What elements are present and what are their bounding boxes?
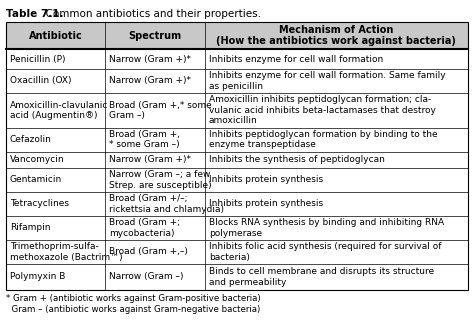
Text: Narrow (Gram +)*: Narrow (Gram +)* [109, 55, 191, 63]
Text: Rifampin: Rifampin [10, 223, 51, 232]
Text: Narrow (Gram +)*: Narrow (Gram +)* [109, 155, 191, 164]
Text: Inhibits the synthesis of peptidoglycan: Inhibits the synthesis of peptidoglycan [209, 155, 384, 164]
Text: Polymyxin B: Polymyxin B [10, 272, 65, 281]
Text: Cefazolin: Cefazolin [10, 135, 52, 144]
Text: Inhibits enzyme for cell wall formation. Same family
as penicillin: Inhibits enzyme for cell wall formation.… [209, 71, 445, 90]
Text: Tetracyclines: Tetracyclines [10, 199, 69, 209]
Text: Broad (Gram +,–): Broad (Gram +,–) [109, 247, 188, 256]
Bar [6, 22, 468, 290]
Text: Binds to cell membrane and disrupts its structure
and permeability: Binds to cell membrane and disrupts its … [209, 267, 434, 287]
Text: Common antibiotics and their properties.: Common antibiotics and their properties. [39, 9, 261, 19]
Text: Gram – (antibiotic works against Gram-negative bacteria): Gram – (antibiotic works against Gram-ne… [6, 305, 260, 314]
Text: Vancomycin: Vancomycin [10, 155, 64, 164]
Text: Spectrum: Spectrum [128, 31, 182, 40]
Text: Inhibits peptidoglycan formation by binding to the
enzyme transpeptidase: Inhibits peptidoglycan formation by bind… [209, 130, 438, 149]
Text: Inhibits folic acid synthesis (required for survival of
bacteria): Inhibits folic acid synthesis (required … [209, 242, 441, 262]
Text: Table 7.1.: Table 7.1. [6, 9, 64, 19]
Text: Blocks RNA synthesis by binding and inhibiting RNA
polymerase: Blocks RNA synthesis by binding and inhi… [209, 218, 444, 238]
Text: Penicillin (P): Penicillin (P) [10, 55, 65, 63]
Text: Trimethoprim-sulfa-
methoxazole (Bactrim™): Trimethoprim-sulfa- methoxazole (Bactrim… [10, 242, 123, 262]
Text: Amoxicillin inhibits peptidoglycan formation; cla-
vulanic acid inhibits beta-la: Amoxicillin inhibits peptidoglycan forma… [209, 95, 436, 125]
Text: Narrow (Gram –; a few
Strep. are susceptible): Narrow (Gram –; a few Strep. are suscept… [109, 170, 212, 190]
Text: Mechanism of Action
(How the antibiotics work against bacteria): Mechanism of Action (How the antibiotics… [217, 25, 456, 46]
Text: Gentamicin: Gentamicin [10, 175, 62, 185]
Text: Inhibits protein synthesis: Inhibits protein synthesis [209, 175, 323, 185]
Bar [6, 22, 468, 49]
Text: Broad (Gram +;
mycobacteria): Broad (Gram +; mycobacteria) [109, 218, 180, 238]
Text: Inhibits protein synthesis: Inhibits protein synthesis [209, 199, 323, 209]
Text: Narrow (Gram –): Narrow (Gram –) [109, 272, 184, 281]
Text: Antibiotic: Antibiotic [29, 31, 82, 40]
Text: Broad (Gram +/–;
rickettsia and chlamydia): Broad (Gram +/–; rickettsia and chlamydi… [109, 194, 224, 214]
Text: Broad (Gram +,* some
Gram –): Broad (Gram +,* some Gram –) [109, 101, 212, 120]
Text: Narrow (Gram +)*: Narrow (Gram +)* [109, 76, 191, 85]
Text: * Gram + (antibiotic works against Gram-positive bacteria): * Gram + (antibiotic works against Gram-… [6, 294, 261, 303]
Text: Inhibits enzyme for cell wall formation: Inhibits enzyme for cell wall formation [209, 55, 383, 63]
Text: Amoxicillin-clavulanic
acid (Augmentin®): Amoxicillin-clavulanic acid (Augmentin®) [10, 101, 109, 120]
Text: Broad (Gram +,
* some Gram –): Broad (Gram +, * some Gram –) [109, 130, 180, 149]
Text: Oxacillin (OX): Oxacillin (OX) [10, 76, 72, 85]
